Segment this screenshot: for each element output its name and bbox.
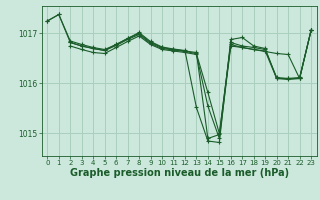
X-axis label: Graphe pression niveau de la mer (hPa): Graphe pression niveau de la mer (hPa)	[70, 168, 289, 178]
